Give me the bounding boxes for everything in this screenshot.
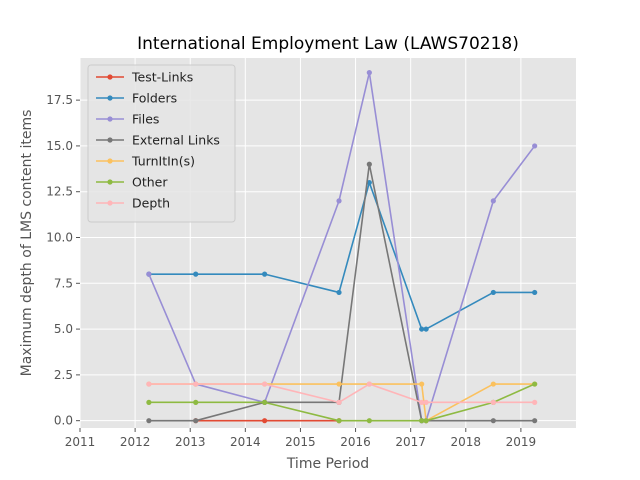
data-point (419, 326, 425, 332)
data-point (490, 198, 496, 204)
y-tick-label: 17.5 (46, 93, 73, 107)
y-axis-ticks: 0.0 2.5 5.0 7.5 10.0 12.5 15.0 17.5 (46, 93, 80, 428)
x-tick-label: 2017 (395, 435, 426, 449)
data-point (336, 289, 342, 296)
y-tick-label: 0.0 (54, 414, 73, 428)
data-point (423, 326, 429, 332)
data-point (146, 381, 152, 387)
legend-label: Depth (132, 196, 170, 211)
legend-item-depth: Depth (96, 196, 170, 211)
series-group (146, 70, 538, 424)
y-tick-label: 12.5 (46, 185, 73, 199)
chart-title: International Employment Law (LAWS70218) (137, 34, 519, 54)
data-point (419, 381, 425, 387)
legend-label: Folders (132, 91, 177, 106)
x-tick-label: 2013 (175, 435, 206, 449)
legend-item-files: Files (96, 112, 159, 127)
data-point (532, 399, 538, 405)
legend-swatch-marker (107, 158, 113, 164)
legend-label: Files (132, 112, 159, 127)
legend-label: Test-Links (131, 70, 193, 85)
data-point (532, 143, 538, 149)
x-axis-ticks: 2011 2012 2013 2014 2015 2016 2017 2018 2019 (65, 428, 536, 449)
data-point (262, 418, 268, 424)
data-point (419, 399, 425, 405)
legend-swatch-marker (107, 95, 113, 101)
x-tick-label: 2015 (285, 435, 316, 449)
legend-frame (87, 64, 236, 223)
data-point (336, 399, 342, 405)
y-tick-label: 5.0 (54, 322, 73, 336)
data-point (146, 418, 152, 424)
x-tick-label: 2014 (230, 435, 261, 449)
data-point (532, 381, 538, 387)
legend-swatch-marker (107, 74, 113, 80)
series-other (146, 381, 538, 424)
legend-swatch-marker (107, 179, 113, 185)
x-axis-label: Time Period (286, 456, 369, 472)
data-point (366, 381, 372, 387)
legend-label: TurnItIn(s) (131, 154, 195, 169)
legend-item-turnitin-s: TurnItIn(s) (96, 154, 195, 169)
data-point (423, 418, 429, 424)
data-point (146, 271, 152, 277)
x-tick-label: 2019 (506, 435, 537, 449)
data-point (336, 198, 342, 204)
data-point (262, 399, 268, 405)
x-tick-label: 2016 (340, 435, 371, 449)
legend-item-folders: Folders (96, 91, 177, 106)
data-point (146, 399, 152, 405)
legend: Test-Links Folders Files External Links Turn… (87, 64, 236, 223)
legend-swatch-marker (107, 137, 113, 143)
data-point (490, 399, 496, 405)
y-tick-label: 2.5 (54, 368, 73, 382)
grid (79, 58, 576, 428)
data-point (490, 381, 496, 387)
legend-item-external-links: External Links (96, 133, 220, 148)
data-point (336, 381, 342, 387)
data-point (419, 418, 425, 424)
legend-label: Other (132, 175, 168, 190)
data-point (490, 418, 496, 424)
y-tick-label: 10.0 (46, 231, 73, 245)
legend-swatch-marker (107, 116, 113, 122)
x-tick-label: 2011 (65, 435, 96, 449)
y-tick-label: 15.0 (46, 139, 73, 153)
data-point (193, 399, 199, 405)
x-tick-label: 2018 (451, 435, 482, 449)
data-point (193, 381, 199, 387)
data-point (336, 418, 342, 424)
data-point (532, 418, 538, 424)
legend-item-test-links: Test-Links (96, 70, 193, 85)
data-point (366, 179, 372, 186)
data-point (532, 289, 538, 296)
data-point (366, 70, 372, 76)
data-point (262, 271, 268, 277)
data-point (193, 271, 199, 277)
legend-swatch-marker (107, 200, 113, 206)
y-axis-label: Maximum depth of LMS content items (19, 110, 35, 377)
data-point (423, 399, 429, 405)
x-tick-label: 2012 (120, 435, 151, 449)
legend-item-other: Other (96, 175, 168, 190)
data-point (262, 381, 268, 387)
data-point (193, 418, 199, 424)
data-point (366, 418, 372, 424)
data-point (366, 161, 372, 167)
data-point (490, 289, 496, 296)
legend-label: External Links (132, 133, 220, 148)
series-depth (146, 381, 538, 405)
y-tick-label: 7.5 (54, 276, 73, 290)
